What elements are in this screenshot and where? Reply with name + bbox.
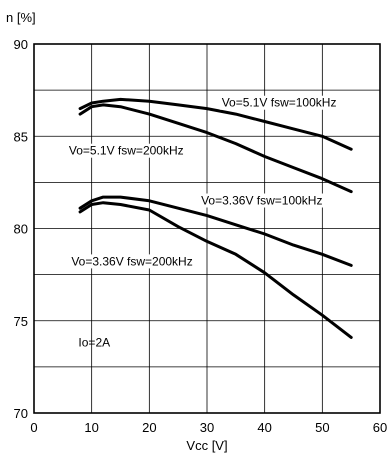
series-label: Vo=3.36V fsw=200kHz [69,254,195,269]
x-tick-label: 60 [373,420,387,435]
series-label-background [199,193,325,208]
x-tick-label: 0 [30,420,37,435]
x-tick-label: 40 [257,420,271,435]
series-line [78,97,353,151]
series-label-layer: Vo=5.1V fsw=100kHz Vo=5.1V fsw=200kHz Vo=3… [66,95,339,269]
y-tick-label: 70 [14,406,28,421]
series-label-text: Vo=3.36V fsw=100kHz [201,194,322,208]
series-label: Vo=5.1V fsw=200kHz [66,143,186,158]
x-tick-label: 30 [200,420,214,435]
series-label-text: Vo=5.1V fsw=100kHz [222,96,337,110]
y-axis-title: n [%] [6,10,36,25]
series-line [78,201,353,339]
series-label-text: Vo=5.1V fsw=200kHz [69,144,184,158]
tick-label-layer: 0 10 20 30 40 50 60 70 75 80 85 90 [14,37,388,435]
series-label: Vo=5.1V fsw=100kHz [219,95,339,110]
series-layer [78,97,353,339]
series-label: Vo=3.36V fsw=100kHz [199,193,325,208]
series-label-background [69,254,195,269]
series-label-background [66,143,186,158]
y-tick-label: 85 [14,129,28,144]
plot-frame [33,43,381,414]
current-annotation: Io=2A [78,336,110,350]
series-label-text: Vo=3.36V fsw=200kHz [71,254,192,268]
x-axis-title: Vcc [V] [186,438,227,453]
y-tick-label: 90 [14,37,28,52]
series-line [78,195,353,267]
x-tick-label: 50 [315,420,329,435]
y-tick-label: 75 [14,314,28,329]
y-tick-label: 80 [14,222,28,237]
x-tick-label: 10 [84,420,98,435]
series-label-background [219,95,339,110]
series-line [78,103,353,194]
grid-layer [34,44,380,413]
x-tick-label: 20 [142,420,156,435]
